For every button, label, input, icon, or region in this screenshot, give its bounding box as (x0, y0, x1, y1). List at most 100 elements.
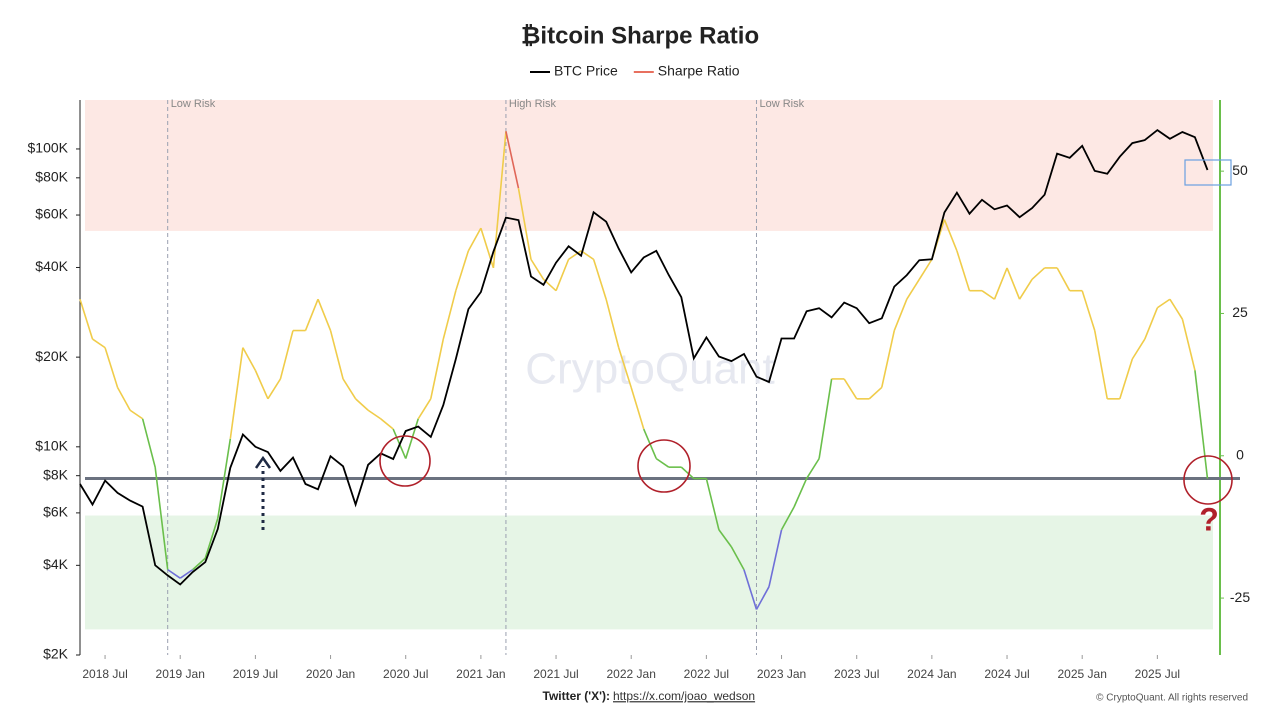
sharpe-segment (893, 298, 908, 331)
sharpe-segment (718, 529, 733, 548)
sharpe-segment (317, 298, 332, 331)
legend-label: Sharpe Ratio (658, 63, 740, 79)
sharpe-segment (655, 457, 670, 468)
highlight-box (1184, 159, 1232, 186)
sharpe-segment (304, 298, 319, 331)
plot-layer (79, 128, 1209, 610)
sharpe-segment (768, 529, 783, 587)
sharpe-segment (1031, 267, 1046, 280)
sharpe-segment (1018, 278, 1033, 300)
sharpe-segment (530, 258, 545, 280)
sharpe-segment (680, 466, 695, 480)
sharpe-segment (818, 378, 833, 459)
footer-link[interactable]: https://x.com/joao_wedson (613, 689, 755, 703)
sharpe-segment (129, 409, 144, 420)
y-tick-label: $40K (35, 258, 68, 274)
sharpe-segment (367, 409, 382, 420)
y2-tick-label: 0 (1236, 446, 1244, 462)
y-tick-label: $2K (43, 646, 69, 662)
sharpe-segment (505, 131, 520, 189)
x-tick-label: 2022 Jan (607, 667, 656, 681)
x-tick-label: 2023 Jan (757, 667, 806, 681)
zone-band (85, 515, 1213, 630)
background-layer: Low Risk High Risk Low Risk $2K $4K $6K $8K $10… (28, 98, 1251, 681)
event-label: Low Risk (171, 98, 216, 110)
sharpe-segment (868, 386, 883, 400)
sharpe-segment (1181, 318, 1196, 371)
sharpe-segment (1006, 267, 1021, 300)
y-tick-label: $80K (35, 169, 68, 185)
sharpe-segment (192, 557, 206, 571)
sharpe-segment (880, 330, 896, 388)
y-tick-label: $8K (43, 466, 69, 482)
sharpe-segment (254, 370, 269, 400)
question-mark: ? (1199, 501, 1219, 537)
y-tick-label: $60K (35, 206, 68, 222)
sharpe-segment (229, 347, 244, 439)
price-line (79, 128, 1209, 586)
x-tick-label: 2021 Jul (533, 667, 578, 681)
sharpe-segment (329, 330, 344, 380)
sharpe-segment (517, 188, 532, 260)
sharpe-segment (1093, 330, 1109, 399)
sharpe-segment (993, 267, 1008, 300)
sharpe-segment (204, 518, 219, 559)
sharpe-segment (780, 506, 795, 531)
x-tick-label: 2018 Jul (82, 667, 127, 681)
sharpe-segment (617, 347, 632, 388)
sharpe-segment (843, 378, 858, 400)
y-tick-label: $20K (35, 348, 68, 364)
sharpe-segment (455, 250, 470, 291)
event-label: High Risk (509, 98, 557, 110)
x-tick-label: 2022 Jul (684, 667, 729, 681)
sharpe-segment (568, 250, 582, 261)
sharpe-segment (467, 227, 482, 252)
sharpe-segment (981, 290, 995, 300)
x-tick-label: 2024 Jul (984, 667, 1029, 681)
y-tick-label: $6K (43, 504, 69, 520)
sharpe-segment (630, 387, 645, 430)
sharpe-segment (943, 219, 958, 252)
x-tick-label: 2025 Jul (1135, 667, 1180, 681)
sharpe-segment (141, 418, 156, 468)
sharpe-segment (918, 258, 933, 280)
y2-tick-label: -25 (1230, 589, 1250, 605)
sharpe-segment (242, 347, 257, 371)
sharpe-segment (404, 418, 420, 459)
y-tick-label: $100K (28, 140, 69, 156)
chart-title: ₿itcoin Sharpe Ratio (521, 22, 759, 49)
y-tick-label: $10K (35, 438, 68, 454)
sharpe-segment (342, 378, 357, 400)
sharpe-segment (417, 398, 432, 420)
x-tick-label: 2023 Jul (834, 667, 879, 681)
sharpe-segment (580, 250, 595, 261)
x-tick-label: 2025 Jan (1058, 667, 1107, 681)
arrow-head (254, 455, 272, 469)
x-tick-label: 2019 Jul (233, 667, 278, 681)
footer-twitter: Twitter ('X'): (543, 689, 610, 703)
y-tick-label: $4K (43, 556, 69, 572)
sharpe-segment (480, 227, 495, 269)
sharpe-segment (79, 298, 94, 340)
sharpe-segment (956, 250, 971, 291)
sharpe-segment (705, 478, 720, 530)
sharpe-segment (116, 387, 131, 411)
x-tick-label: 2020 Jul (383, 667, 428, 681)
sharpe-segment (1081, 290, 1096, 331)
sharpe-segment (555, 259, 570, 291)
sharpe-segment (1131, 338, 1146, 360)
sharpe-segment (793, 478, 808, 508)
sharpe-segment (167, 568, 181, 579)
sharpe-segment (279, 330, 294, 380)
sharpe-segment (743, 569, 758, 610)
y2-tick-label: 50 (1232, 162, 1248, 178)
sharpe-segment (267, 378, 282, 400)
sharpe-segment (380, 418, 394, 430)
sharpe-segment (1169, 298, 1184, 320)
highlight-circle (1183, 455, 1233, 505)
footer-copyright: © CryptoQuant. All rights reserved (1096, 693, 1248, 704)
sharpe-segment (442, 290, 457, 340)
highlight-circle (637, 439, 691, 493)
sharpe-segment (730, 546, 745, 571)
x-tick-label: 2024 Jan (907, 667, 956, 681)
